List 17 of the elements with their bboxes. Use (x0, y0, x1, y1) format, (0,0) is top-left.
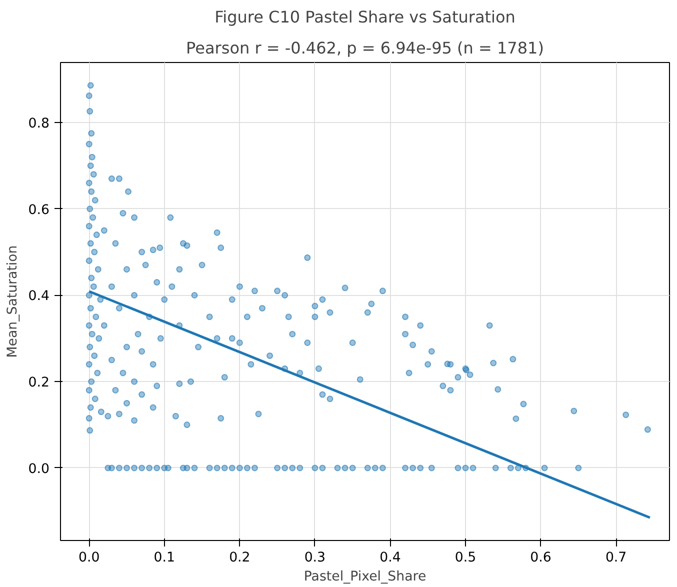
x-tick-label: 0.0 (78, 550, 100, 566)
y-axis-title: Mean_Saturation (5, 245, 20, 358)
x-axis-title: Pastel_Pixel_Share (304, 570, 426, 584)
chart-subtitle: Pearson r = -0.462, p = 6.94e-95 (n = 1781) (186, 38, 544, 58)
x-tick-label: 0.5 (454, 550, 476, 566)
y-tick-label: 0.8 (28, 116, 50, 132)
y-tick-label: 0.2 (28, 376, 50, 391)
x-tick-label: 0.7 (605, 550, 627, 566)
x-tick-label: 0.2 (229, 550, 250, 566)
x-tick-label: 0.6 (530, 550, 552, 566)
x-tick-label: 0.4 (380, 550, 401, 566)
y-tick-label: 0.6 (28, 202, 50, 218)
x-tick-label: 0.3 (304, 550, 326, 566)
y-tick-label: 0.4 (28, 289, 50, 304)
x-tick-label: 0.1 (154, 550, 175, 566)
y-tick-label: 0.0 (28, 462, 50, 477)
chart-title: Figure C10 Pastel Share vs Saturation (214, 8, 516, 26)
